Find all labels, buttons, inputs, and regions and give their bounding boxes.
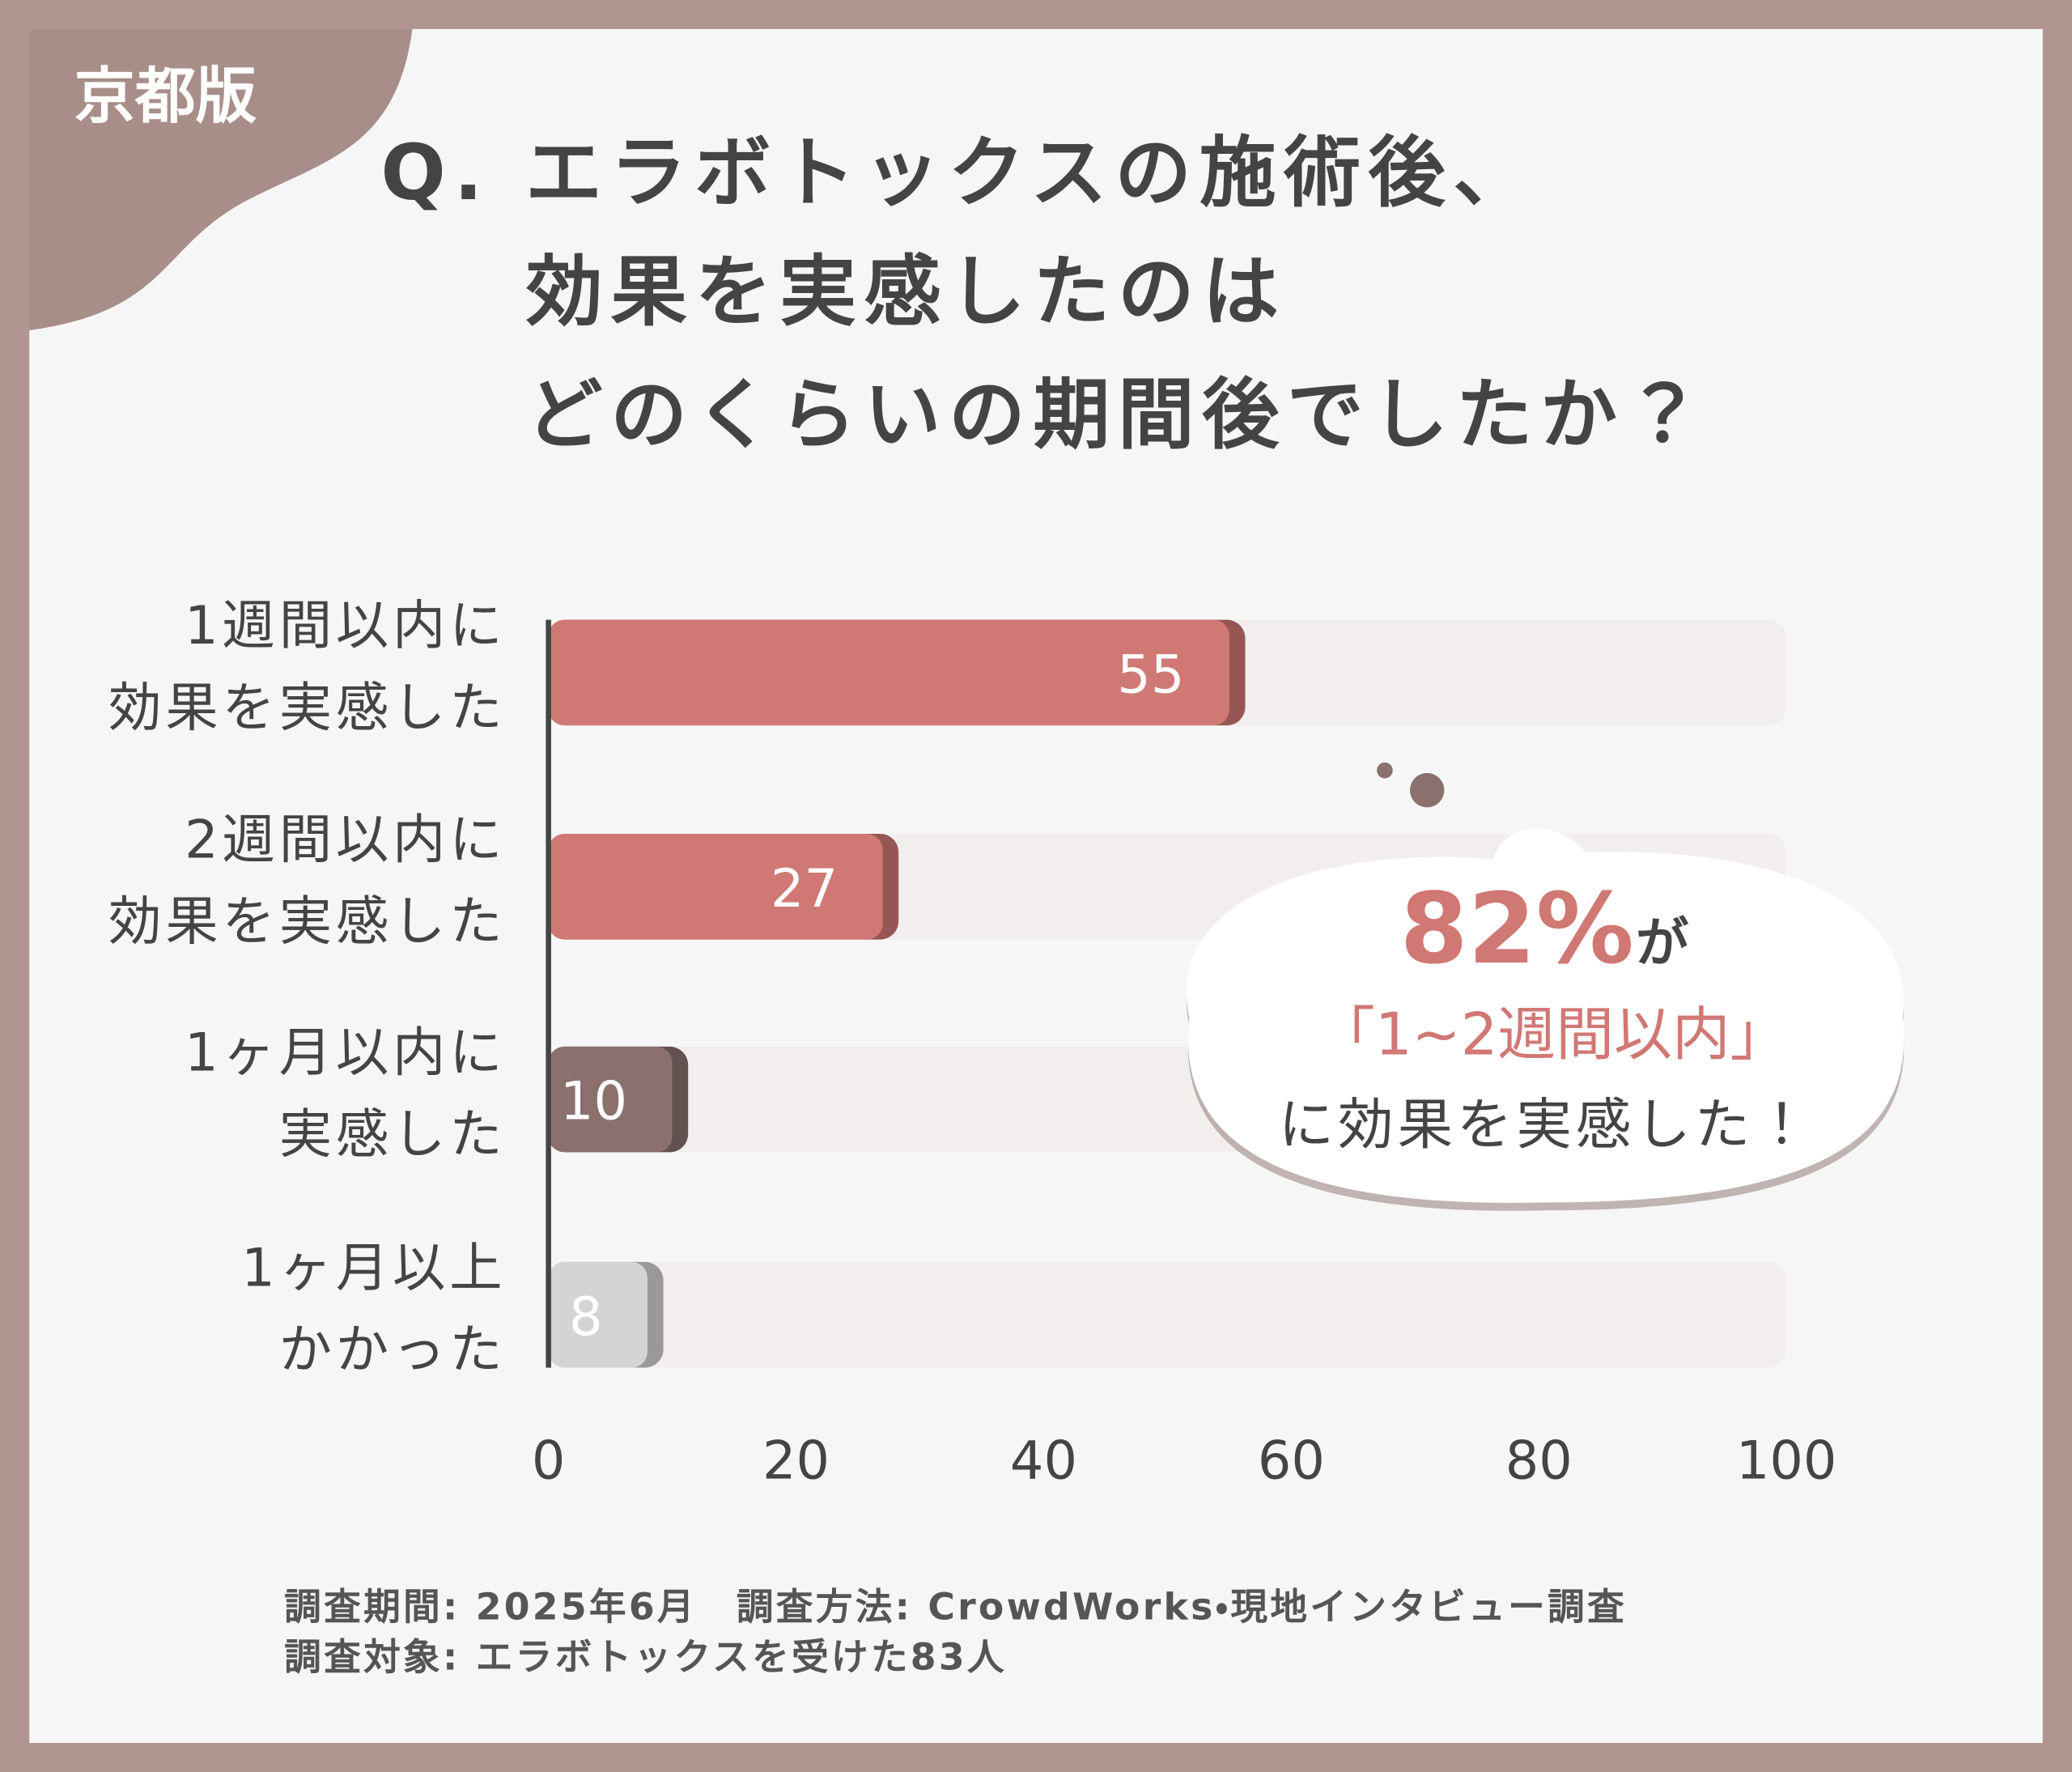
callout-text: が [1636,912,1688,974]
value-label: 8 [569,1286,603,1348]
y-tick-label: 2週間以内に [185,810,506,871]
title-line: どのくらいの期間後でしたか？ [526,371,1709,460]
y-tick-label: かかった [279,1319,507,1381]
footnote: 調査対象: エラボトックスを受けた83人 [284,1636,1007,1679]
callout-text: に効果を実感した！ [1279,1093,1814,1158]
value-label: 55 [1117,644,1184,705]
y-tick-label: 効果を実感した [108,891,506,953]
x-tick-label: 0 [532,1430,566,1492]
title-line: Q. エラボトックスの施術後、 [380,129,1537,218]
y-tick-label: 実感した [279,1104,507,1166]
x-tick-label: 80 [1505,1430,1573,1492]
y-tick-label: 1週間以内に [185,595,506,657]
callout-dot [1377,762,1393,779]
bar [548,834,883,940]
bar-track [548,1261,1787,1368]
badge-text: 京都版 [74,61,257,132]
callout-bubble [1186,828,1904,1203]
x-tick-label: 40 [1010,1430,1077,1492]
value-label: 10 [560,1071,627,1132]
bar [548,619,1229,726]
bar [548,1046,673,1153]
x-tick-label: 20 [762,1430,830,1492]
callout: 82% が 「1~2週間以内」 に効果を実感した！ [1186,762,1904,1211]
callout-number: 82% [1400,873,1634,986]
bar [548,1261,648,1368]
footnote: 調査期間: 2025年6月 調査方法: CrowdWorks・現地インタビュー調… [284,1586,1627,1629]
y-tick-label: 1ヶ月以内に [185,1022,506,1083]
value-label: 27 [771,858,838,920]
badge-shape [29,28,413,331]
y-tick-label: 効果を実感した [108,677,506,738]
y-tick-label: 1ヶ月以上 [241,1237,506,1298]
callout-dot [1409,772,1445,808]
x-tick-label: 100 [1736,1430,1837,1492]
x-tick-label: 60 [1258,1430,1325,1492]
title-line: 効果を実感したのは [526,248,1287,337]
callout-text: 「1~2週間以内」 [1317,1001,1788,1069]
